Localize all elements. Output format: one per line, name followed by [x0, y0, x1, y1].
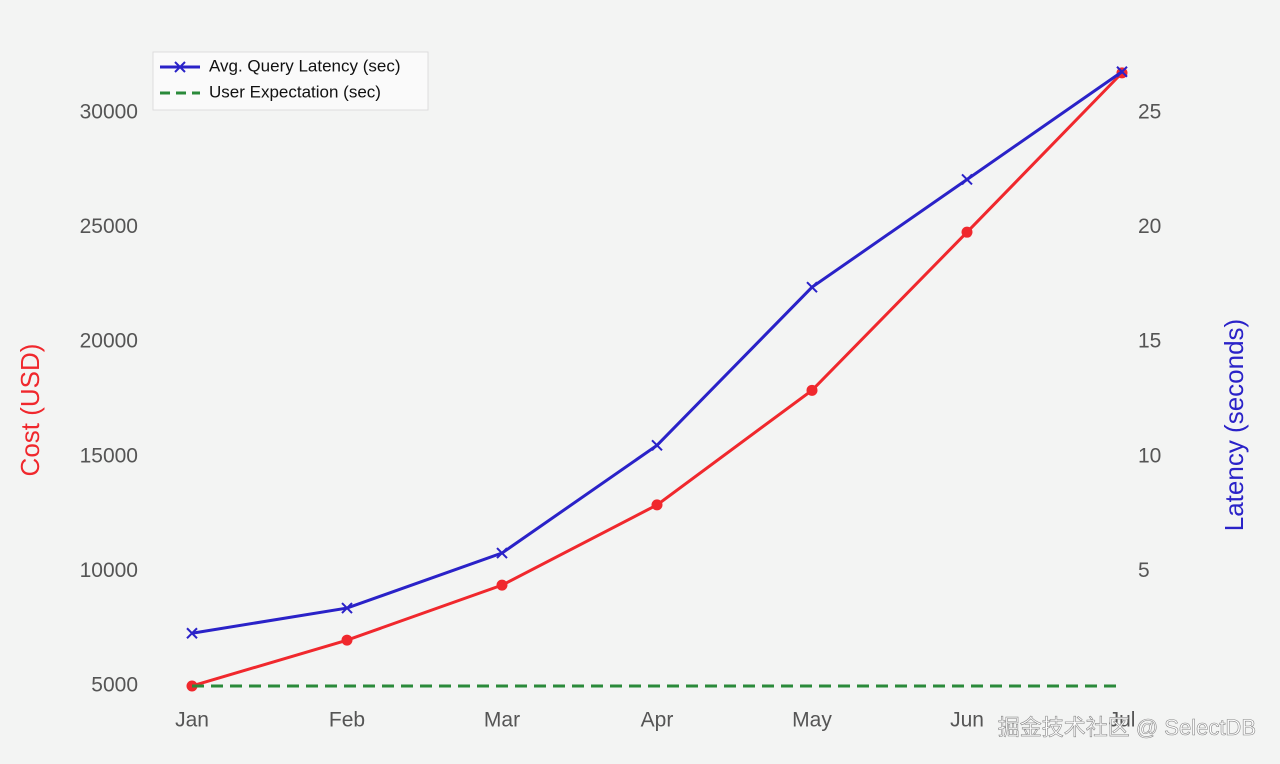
point-marker [651, 439, 663, 452]
point-marker [341, 634, 353, 646]
y2-tick-label: 20 [1138, 215, 1161, 238]
point-marker [961, 226, 973, 238]
legend-marker [174, 61, 186, 73]
y2-tick-label: 10 [1138, 444, 1161, 467]
y2-axis-label: Latency (seconds) [1219, 319, 1249, 531]
x-tick-label: Apr [641, 709, 674, 732]
y-axis-label: Cost (USD) [15, 344, 45, 477]
y2-tick-label: 15 [1138, 330, 1161, 353]
y2-tick-label: 25 [1138, 101, 1161, 124]
point-marker [961, 173, 973, 186]
x-tick-label: Jul [1109, 709, 1136, 732]
y-tick-label: 15000 [80, 444, 138, 467]
point-marker [496, 547, 508, 559]
x-tick-label: Feb [329, 709, 365, 732]
x-tick-label: Jan [175, 709, 209, 732]
y2-tick-label: 5 [1138, 559, 1150, 582]
point-marker [186, 627, 198, 639]
point-marker [496, 579, 508, 591]
watermark: 掘金技术社区 @ SelectDB [998, 715, 1256, 740]
x-tick-label: May [792, 709, 832, 732]
y-tick-label: 10000 [80, 559, 138, 582]
point-marker [341, 602, 353, 614]
point-marker [806, 281, 818, 293]
y-tick-label: 20000 [80, 330, 138, 353]
x-tick-label: Jun [950, 709, 984, 732]
y-tick-label: 30000 [80, 101, 138, 124]
point-marker [806, 384, 818, 396]
y-tick-label: 5000 [91, 674, 138, 697]
legend-box [152, 51, 429, 111]
y-tick-label: 25000 [80, 215, 138, 238]
x-tick-label: Mar [484, 709, 520, 732]
legend-label: User Expectation (sec) [209, 82, 381, 101]
point-marker [1116, 66, 1128, 78]
legend-label: Avg. Query Latency (sec) [209, 56, 401, 75]
legend: Avg. Query Latency (sec) User Expectation… [152, 51, 429, 111]
point-marker [651, 499, 663, 511]
